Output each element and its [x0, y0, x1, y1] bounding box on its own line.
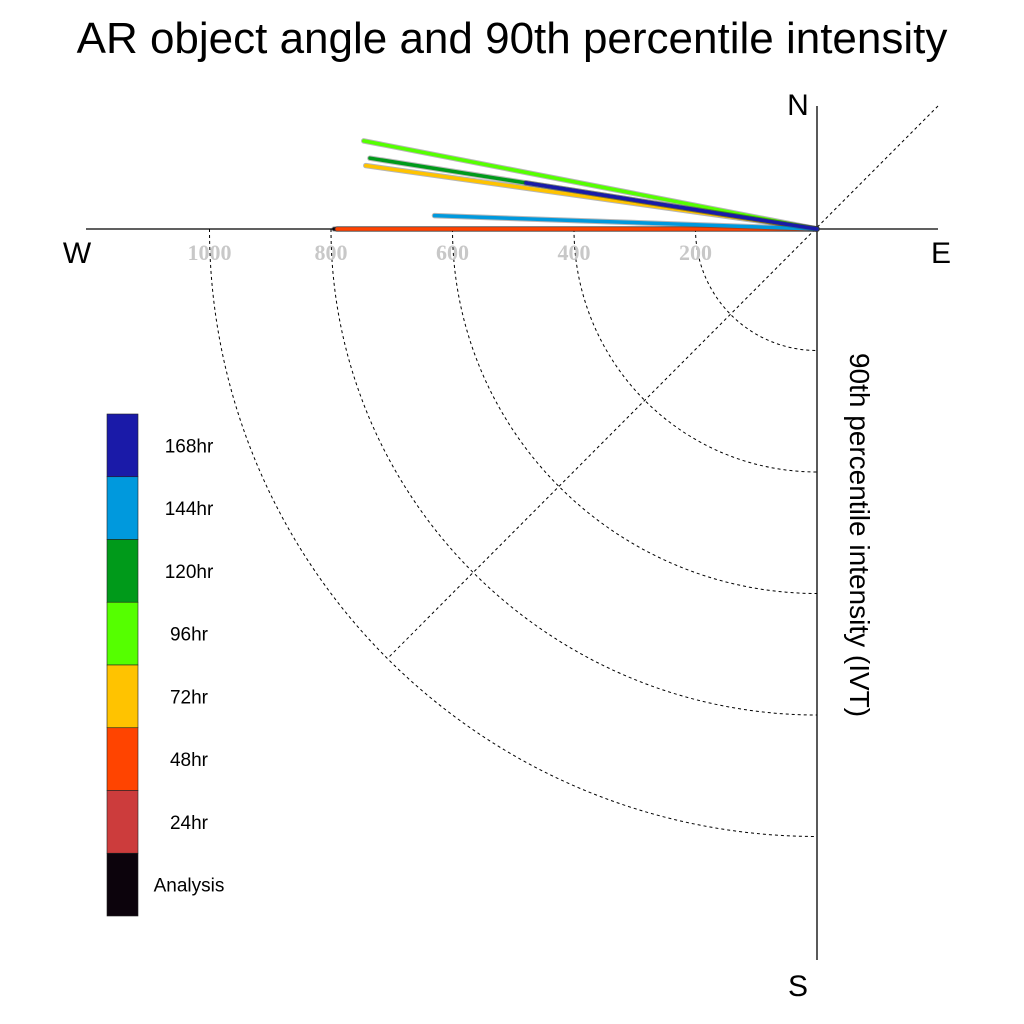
vector-series: [331, 138, 820, 232]
radial-tick-label: 1000: [188, 240, 232, 265]
legend: 168hr 144hr 120hr 96hr 72hr 48hr 24hr Analysis: [106, 413, 225, 917]
legend-label: 144hr: [165, 499, 214, 520]
legend-swatch: [106, 413, 139, 478]
legend-swatch: [106, 727, 139, 791]
south-label: S: [788, 970, 808, 1003]
range-ring: [330, 228, 818, 716]
legend-label: Analysis: [154, 876, 225, 897]
legend-swatch: [106, 601, 139, 666]
range-ring: [695, 228, 818, 351]
legend-label: 24hr: [170, 813, 209, 834]
legend-label: 168hr: [165, 436, 214, 457]
legend-swatch: [106, 852, 139, 917]
vector-96hr: [361, 138, 820, 232]
radial-tick-labels: 200 400 600 800 1000: [188, 240, 713, 265]
radial-tick-label: 400: [558, 240, 591, 265]
legend-swatch: [106, 539, 139, 603]
radial-tick-label: 800: [315, 240, 348, 265]
legend-swatch: [106, 476, 139, 540]
east-label: E: [931, 237, 951, 270]
diagonal-reference-line: [387, 105, 939, 659]
north-label: N: [787, 89, 809, 122]
legend-label: 96hr: [170, 625, 209, 646]
vector-144hr: [431, 212, 820, 232]
radial-tick-label: 600: [436, 240, 469, 265]
west-label: W: [63, 237, 92, 270]
range-rings: [209, 228, 818, 837]
legend-label: 72hr: [170, 687, 209, 708]
range-ring: [452, 228, 818, 594]
legend-swatch: [106, 664, 139, 729]
chart-title: AR object angle and 90th percentile inte…: [76, 14, 948, 63]
vector-168hr: [523, 180, 820, 232]
range-ring: [573, 228, 818, 473]
legend-label: 120hr: [165, 562, 214, 583]
radial-tick-label: 200: [679, 240, 712, 265]
legend-swatch: [106, 790, 139, 854]
range-ring: [209, 228, 818, 837]
radial-axis-label: 90th percentile intensity (IVT): [844, 353, 875, 717]
legend-label: 48hr: [170, 750, 209, 771]
